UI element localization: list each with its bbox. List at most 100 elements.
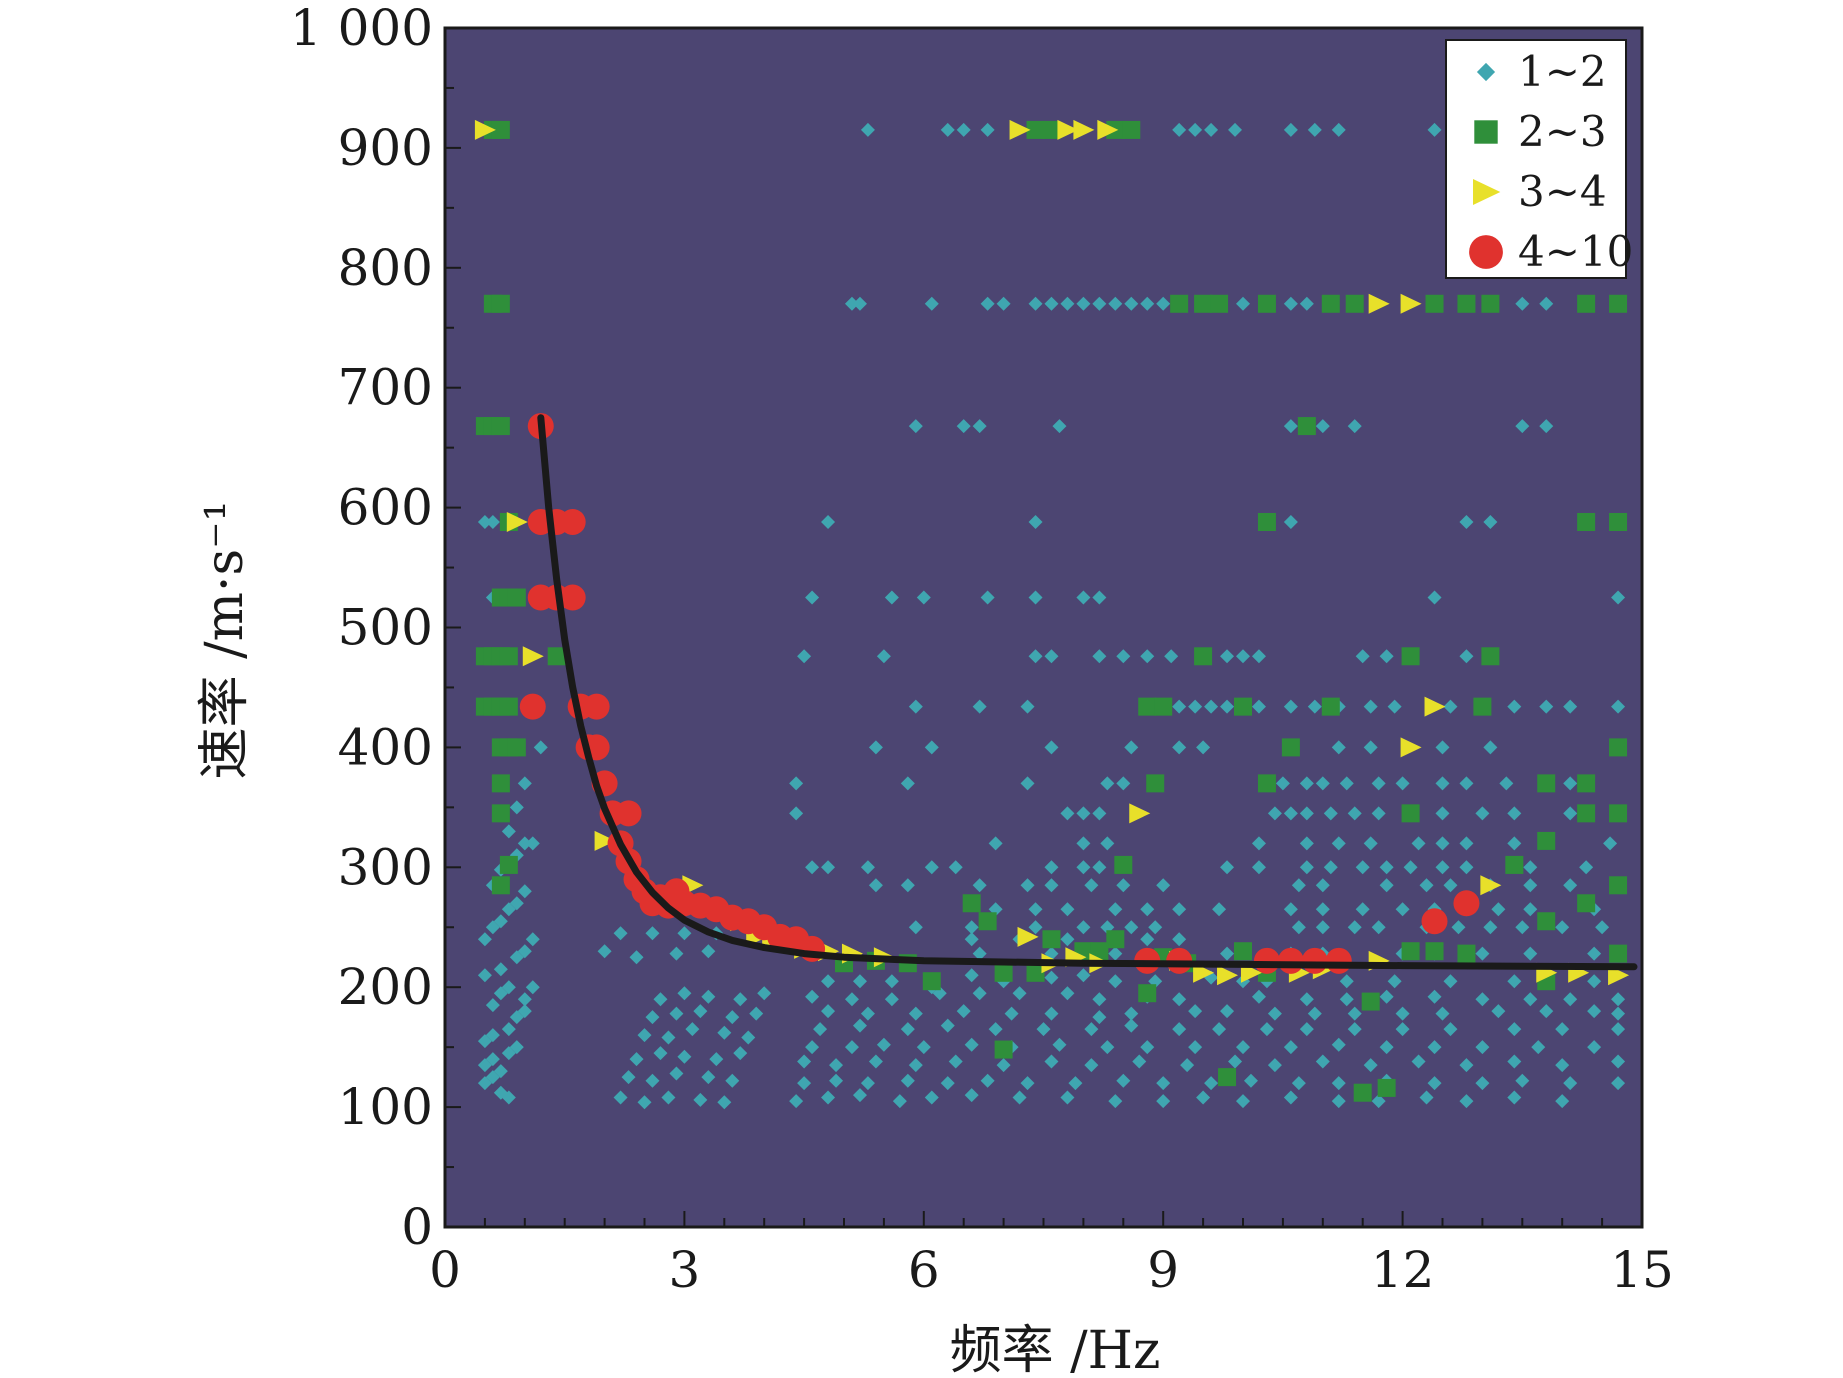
data-point-diamond [956,1004,971,1019]
data-point-diamond [980,296,995,311]
data-point-diamond [509,896,524,911]
data-point-diamond [517,884,532,899]
data-point-diamond [844,296,859,311]
data-point-diamond [501,1022,516,1037]
data-point-diamond [1435,740,1450,755]
data-point-diamond [1172,932,1187,947]
data-point-square [1281,738,1300,757]
data-point-diamond [1267,1058,1282,1073]
data-point-square [922,972,941,991]
data-point-diamond [1355,649,1370,664]
data-point-diamond [1092,992,1107,1007]
data-point-diamond [1251,860,1266,875]
data-point-diamond [1092,806,1107,821]
data-point-diamond [749,1006,764,1021]
data-point-diamond [884,992,899,1007]
data-point-diamond [733,1046,748,1061]
data-point-diamond [1555,1094,1570,1109]
data-point-diamond [701,989,716,1004]
data-point-diamond [1411,836,1426,851]
data-point-diamond [701,944,716,959]
data-point-diamond [1379,1040,1394,1055]
data-point-diamond [821,1090,836,1105]
data-point-diamond [1483,920,1498,935]
y-tick-label: 800 [338,239,433,297]
data-point-diamond [645,1073,660,1088]
data-point-diamond [892,1094,907,1109]
data-point-diamond [805,860,820,875]
data-point-diamond [1395,776,1410,791]
data-point-square [1457,944,1476,963]
data-point-diamond [1563,878,1578,893]
data-point-diamond [1283,122,1298,137]
data-point-diamond [1347,419,1362,434]
data-point-diamond [669,1066,684,1081]
data-point-circle [1421,908,1448,935]
data-point-diamond [1315,878,1330,893]
data-point-diamond [1259,1022,1274,1037]
data-point-diamond [677,1049,692,1064]
data-point-diamond [1555,1022,1570,1037]
data-point-diamond [1307,1006,1322,1021]
data-point-diamond [1427,989,1442,1004]
data-point-triangle [1608,965,1630,986]
data-point-diamond [1611,1006,1626,1021]
data-point-diamond [1148,920,1163,935]
data-point-diamond [964,968,979,983]
data-point-diamond [1172,1022,1187,1037]
data-point-square [1321,294,1340,313]
data-point-diamond [1124,1018,1139,1033]
y-tick-label: 300 [338,838,433,896]
data-point-diamond [1044,649,1059,664]
data-point-diamond [1579,860,1594,875]
data-point-diamond [1315,902,1330,917]
data-point-diamond [1515,920,1530,935]
data-point-diamond [1387,974,1402,989]
data-point-square [1577,774,1596,793]
data-point-diamond [1347,1022,1362,1037]
data-point-square [1114,855,1133,874]
data-point-square [1401,804,1420,823]
data-point-diamond [1475,1076,1490,1091]
data-point-diamond [972,986,987,1001]
data-point-diamond [940,1018,955,1033]
data-point-diamond [637,1028,652,1043]
data-point-diamond [1411,1054,1426,1069]
legend-box [1445,39,1627,279]
data-point-diamond [1315,419,1330,434]
data-point-diamond [972,419,987,434]
data-point-diamond [1283,296,1298,311]
y-tick-label: 0 [401,1198,433,1256]
data-point-square [1042,120,1061,139]
data-point-diamond [1507,806,1522,821]
data-point-triangle [1424,696,1446,717]
data-point-square [491,774,510,793]
data-point-diamond [1523,902,1538,917]
data-point-diamond [693,1004,708,1019]
data-point-diamond [1124,296,1139,311]
data-point-square [1537,831,1556,850]
data-point-diamond [1052,419,1067,434]
data-point-diamond [1044,1054,1059,1069]
data-point-diamond [485,998,500,1013]
data-point-diamond [797,1054,812,1069]
data-point-diamond [789,776,804,791]
data-point-diamond [1220,860,1235,875]
data-point-diamond [1044,296,1059,311]
data-point-diamond [1507,836,1522,851]
data-point-diamond [1315,920,1330,935]
data-point-diamond [1275,776,1290,791]
data-point-diamond [501,824,516,839]
data-point-diamond [821,974,836,989]
data-point-diamond [653,992,668,1007]
data-point-square [1026,963,1045,982]
data-point-diamond [1595,920,1610,935]
data-point-square [1042,930,1061,949]
data-point-diamond [637,1095,652,1110]
data-point-diamond [1236,296,1250,311]
data-point-diamond [1092,590,1107,605]
data-point-square [978,912,997,931]
legend-label: 4~10 [1518,227,1633,276]
data-point-diamond [517,1004,532,1019]
legend-marker-diamond [1476,62,1496,82]
